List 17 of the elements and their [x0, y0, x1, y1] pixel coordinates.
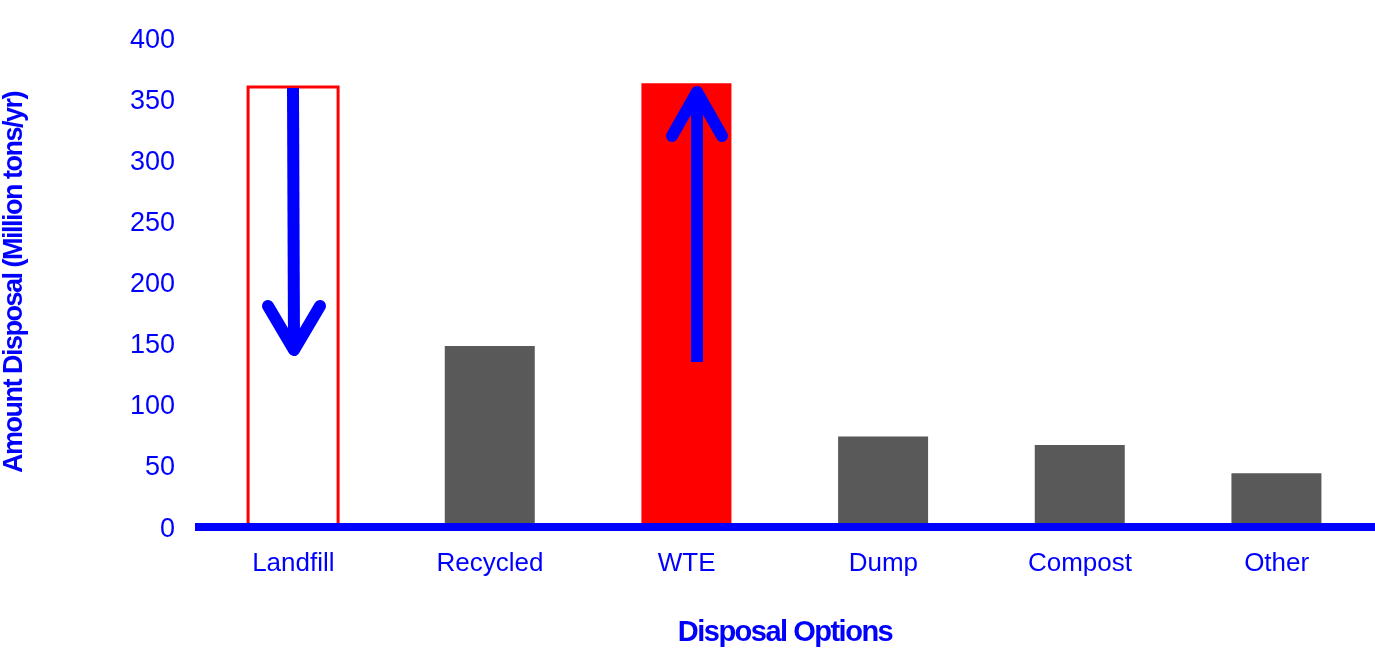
y-tick-label: 400 [129, 23, 175, 54]
y-tick-label: 350 [129, 84, 175, 115]
y-tick-label: 250 [129, 206, 175, 237]
x-tick-label: Landfill [252, 547, 335, 578]
y-tick-label: 150 [129, 329, 175, 360]
y-tick-label: 0 [159, 512, 175, 543]
x-tick-label: Dump [848, 547, 919, 578]
y-tick-label: 50 [144, 451, 175, 482]
y-axis-title: Amount Disposal (Million tons/yr) [0, 91, 28, 473]
x-axis-title: Disposal Options [677, 615, 893, 647]
x-tick-label: Other [1244, 547, 1310, 578]
x-tick-label: Compost [1027, 547, 1133, 578]
y-tick-label: 200 [129, 268, 175, 299]
y-tick-label: 100 [129, 390, 175, 421]
x-tick-label: Recycled [436, 547, 544, 578]
x-tick-label: WTE [657, 547, 716, 578]
y-tick-label: 300 [129, 145, 175, 176]
